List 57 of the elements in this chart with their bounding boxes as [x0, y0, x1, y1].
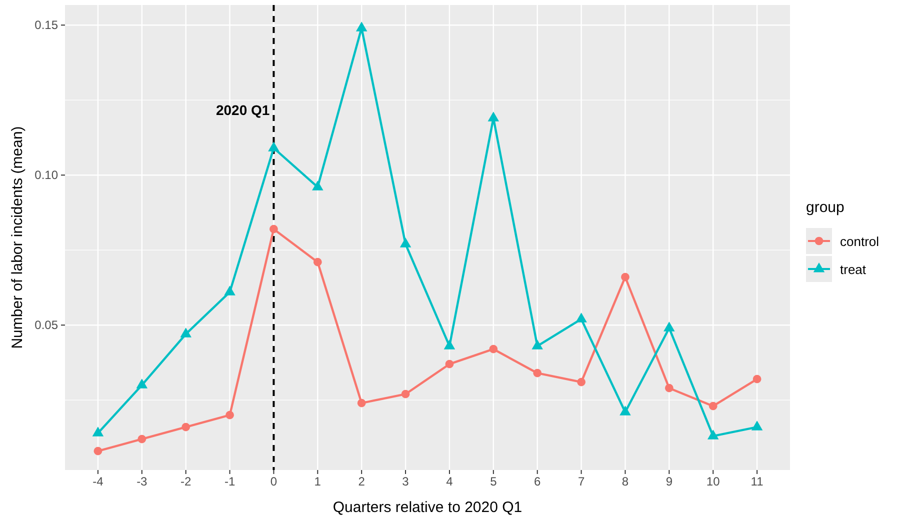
x-tick-label: 4 — [446, 474, 454, 489]
point — [708, 402, 718, 410]
point — [94, 446, 102, 456]
point — [664, 322, 675, 332]
point — [401, 390, 410, 398]
legend-title: group — [806, 199, 844, 216]
x-tick-label: 6 — [534, 474, 542, 489]
point — [444, 340, 456, 350]
point — [576, 312, 587, 322]
point — [489, 344, 498, 354]
point — [664, 384, 674, 392]
point — [620, 406, 631, 416]
y-tick-label: 0.10 — [34, 168, 58, 182]
point — [136, 378, 148, 388]
point — [356, 22, 368, 32]
point — [313, 258, 322, 266]
point — [182, 422, 190, 432]
point — [621, 272, 630, 282]
point — [577, 378, 586, 386]
x-tick-label: 7 — [578, 474, 585, 489]
x-tick-label: 8 — [622, 474, 629, 489]
point — [400, 238, 412, 248]
point — [357, 398, 366, 408]
point — [488, 112, 500, 122]
y-axis-title: Number of labor incidents (mean) — [9, 126, 26, 349]
point — [268, 142, 280, 152]
point — [752, 374, 762, 384]
point — [532, 340, 543, 350]
point — [533, 368, 542, 378]
x-tick-label: 0 — [270, 474, 278, 489]
ref-line-label: 2020 Q1 — [216, 102, 270, 118]
point — [224, 286, 236, 296]
x-tick-label: 2 — [358, 474, 366, 489]
x-tick-label: 10 — [706, 474, 720, 489]
x-tick-label: -4 — [92, 474, 104, 489]
x-tick-label: 1 — [314, 474, 322, 489]
y-tick-label: 0.15 — [34, 18, 58, 32]
point — [92, 426, 104, 436]
point — [226, 410, 234, 420]
x-tick-label: 3 — [402, 474, 410, 489]
point — [445, 360, 454, 368]
legend-label: treat — [840, 262, 866, 277]
point — [270, 224, 278, 234]
point — [180, 328, 192, 338]
point — [751, 420, 763, 430]
x-tick-label: 5 — [490, 474, 498, 489]
x-tick-label: 9 — [666, 474, 673, 489]
x-tick-label: -2 — [180, 474, 192, 489]
x-tick-label: 11 — [750, 474, 764, 489]
point — [312, 180, 324, 190]
x-tick-label: -3 — [136, 474, 148, 489]
x-tick-label: -1 — [224, 474, 236, 489]
legend-label: control — [840, 234, 880, 249]
point — [707, 430, 719, 440]
y-tick-label: 0.05 — [34, 318, 58, 332]
x-axis-title: Quarters relative to 2020 Q1 — [332, 499, 522, 516]
point — [138, 434, 146, 444]
